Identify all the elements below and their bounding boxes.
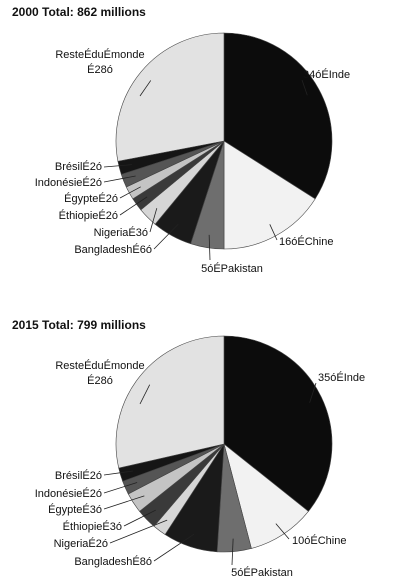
pie-slice — [115, 335, 225, 469]
leader-line — [103, 164, 132, 168]
leader-line — [231, 538, 234, 566]
slice-label: BangladeshÉ6ó — [74, 243, 152, 256]
leader-line — [123, 509, 156, 527]
slice-label: ÉthiopieÉ3ó — [63, 520, 122, 533]
leader-line — [103, 175, 136, 183]
leader-line — [309, 382, 317, 403]
slice-label: NigeriaÉ3ó — [94, 226, 148, 239]
slice-label-value: É28ó — [87, 374, 113, 387]
slice-label: 5óÉPakistan — [201, 262, 263, 275]
slice-label: 10óÉChine — [292, 534, 346, 547]
chart-title-2015: 2015 Total: 799 millions — [12, 318, 146, 332]
leader-line — [119, 196, 148, 216]
leader-line — [275, 523, 290, 540]
slice-label: 16óÉChine — [279, 235, 333, 248]
leader-line — [208, 234, 211, 261]
leader-line — [139, 80, 152, 97]
slice-label: ResteÉduÉmonde — [55, 359, 144, 372]
slice-label: BrésilÉ2ó — [55, 469, 102, 482]
leader-line — [119, 186, 141, 199]
pie-slice — [223, 32, 333, 200]
pie-slice — [223, 140, 316, 250]
slice-label: ÉgypteÉ3ó — [48, 503, 102, 516]
slice-label-value: É28ó — [87, 63, 113, 76]
slice-label: BangladeshÉ8ó — [74, 555, 152, 568]
leader-line — [153, 224, 179, 250]
slice-label: IndonésieÉ2ó — [35, 176, 102, 189]
leader-line — [301, 79, 308, 96]
leader-line — [149, 208, 158, 233]
chart-title-2000: 2000 Total: 862 millions — [12, 5, 146, 19]
leader-line — [153, 533, 195, 562]
pie-2000: 34óÉInde 16óÉChine 5óÉPakistan BangladeshÉ6… — [35, 32, 350, 275]
leader-line — [269, 224, 278, 241]
leader-line — [103, 495, 145, 510]
slice-label: ÉgypteÉ2ó — [64, 192, 118, 205]
slice-label: ResteÉduÉmonde — [55, 48, 144, 61]
slice-label: 35óÉInde — [318, 371, 365, 384]
slice-label: BrésilÉ2ó — [55, 160, 102, 173]
slice-label: 5óÉPakistan — [231, 566, 293, 579]
slice-label: IndonésieÉ2ó — [35, 487, 102, 500]
leader-line — [139, 384, 151, 405]
pie-2015: 35óÉInde 10óÉChine 5óÉPakistan BangladeshÉ8… — [35, 335, 365, 579]
leader-line — [103, 470, 133, 476]
pie-slice — [223, 335, 333, 512]
slice-label: ÉthiopieÉ2ó — [59, 209, 118, 222]
slice-label: NigeriaÉ2ó — [54, 537, 108, 550]
leader-line — [109, 519, 168, 544]
leader-line — [103, 482, 138, 494]
pie-slice — [115, 32, 225, 162]
slice-label: 34óÉInde — [303, 68, 350, 81]
